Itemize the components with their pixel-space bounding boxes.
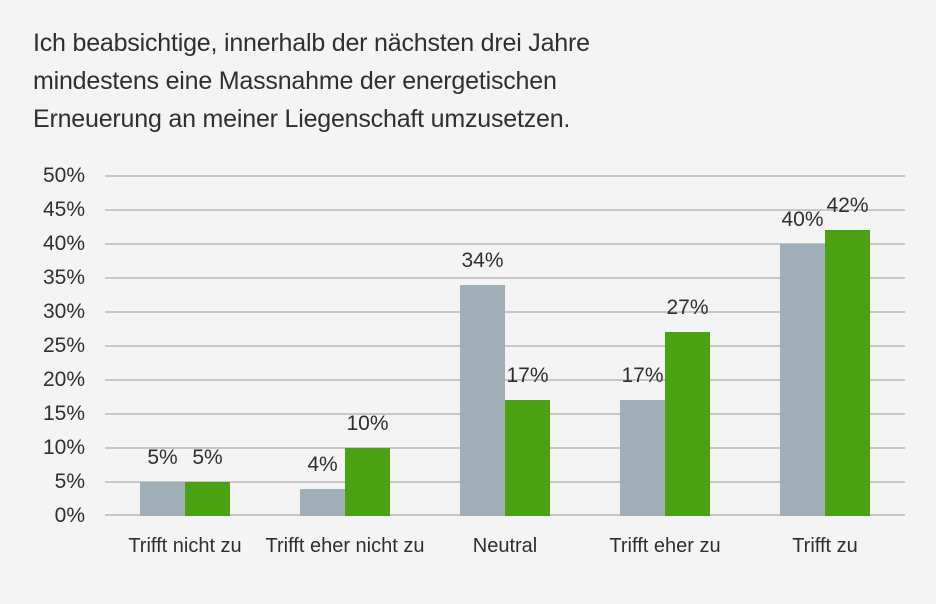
chart-title-line-2: mindestens eine Massnahme der energetisc… (33, 67, 557, 95)
bar-gray (780, 244, 825, 516)
value-label-green: 27% (666, 296, 709, 320)
bar-green (505, 400, 550, 516)
bar-green (345, 448, 390, 516)
y-tick-label: 30% (42, 300, 85, 323)
value-label-green: 42% (826, 194, 869, 218)
value-label-gray: 4% (307, 452, 338, 476)
chart-title-line-3: Erneuerung an meiner Liegenschaft umzuse… (33, 105, 571, 133)
value-label-gray: 17% (621, 364, 664, 388)
gridline (105, 345, 905, 347)
bar-green (185, 482, 230, 516)
y-tick-label: 35% (42, 266, 85, 289)
y-tick-label: 15% (42, 402, 85, 425)
gridline (105, 277, 905, 279)
x-category-label: Trifft nicht zu (128, 535, 242, 557)
x-axis: Trifft nicht zu Trifft eher nicht zu Neutr… (105, 531, 905, 595)
x-category-label: Trifft eher zu (609, 535, 721, 557)
value-label-green: 17% (506, 364, 549, 388)
value-label-gray: 5% (147, 446, 178, 469)
y-tick-label: 5% (54, 470, 85, 493)
gridline (105, 311, 905, 313)
y-tick-label: 25% (42, 334, 85, 357)
gridline (105, 379, 905, 381)
value-label-gray: 40% (781, 208, 824, 231)
bar-green (665, 332, 710, 516)
y-tick-label: 20% (42, 368, 85, 391)
plot-area: 5% 5% 4% 10% 34% 17% 17% 27% 40% 42% (105, 175, 905, 516)
chart-title-line-1: Ich beabsichtige, innerhalb der nächsten… (33, 29, 590, 57)
value-label-green: 5% (192, 446, 223, 469)
y-tick-label: 40% (42, 232, 85, 255)
chart-title: Ich beabsichtige, innerhalb der nächsten… (33, 24, 590, 138)
y-tick-label: 45% (42, 198, 85, 221)
gridline (105, 209, 905, 211)
bar-green (825, 230, 870, 516)
y-axis: 0% 5% 10% 15% 20% 25% 30% 35% 40% 45% 50% (15, 164, 85, 527)
value-label-gray: 34% (461, 248, 504, 272)
y-tick-label: 50% (42, 164, 85, 187)
y-tick-label: 0% (54, 504, 85, 527)
gridline (105, 243, 905, 245)
x-category-label: Trifft zu (792, 535, 858, 557)
x-category-label: Trifft eher nicht zu (265, 535, 425, 557)
gridline (105, 175, 905, 177)
value-label-green: 10% (346, 412, 389, 435)
y-tick-label: 10% (42, 436, 85, 459)
bar-gray (300, 488, 345, 516)
bar-gray (620, 400, 665, 516)
bar-gray (140, 482, 185, 516)
bar-gray (460, 284, 505, 516)
x-category-label: Neutral (472, 535, 538, 557)
